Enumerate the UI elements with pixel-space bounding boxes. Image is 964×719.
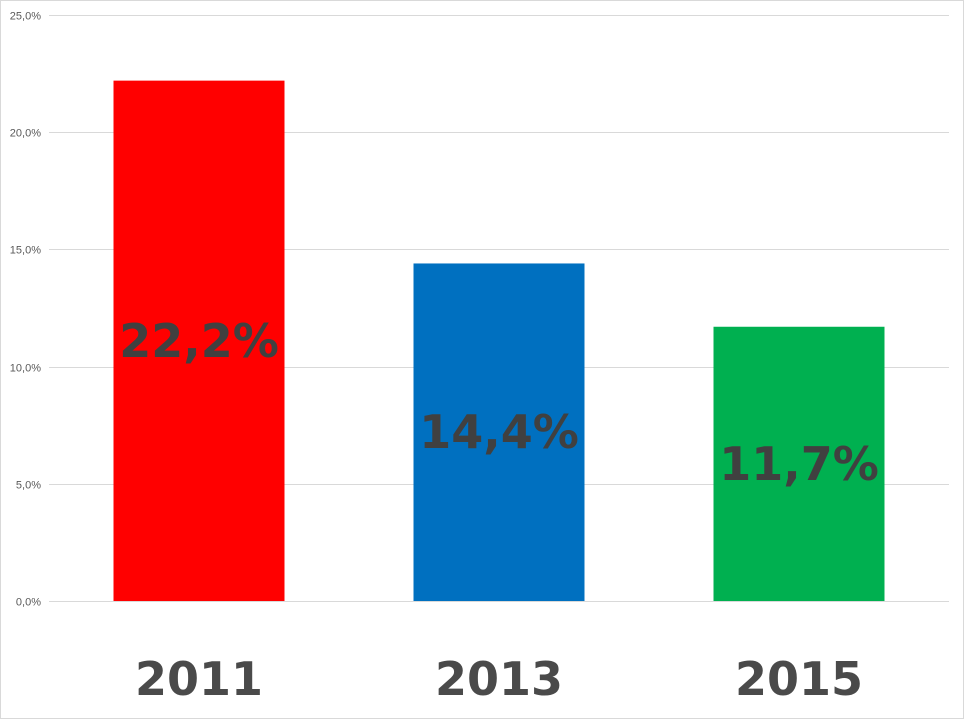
x-category-label-2015: 2015 [735,652,863,706]
y-axis-tick-labels: 0,0% 5,0% 10,0% 15,0% 20,0% 25,0% [10,11,41,609]
y-tick-label: 25,0% [10,11,41,23]
y-tick-label: 5,0% [16,480,41,492]
x-category-label-2013: 2013 [435,652,563,706]
data-label-2011: 22,2% [119,314,279,368]
y-tick-label: 0,0% [16,597,41,609]
y-tick-label: 20,0% [10,128,41,140]
x-axis-category-labels: 2011 2013 2015 [135,652,863,706]
bar-2015 [713,326,885,601]
y-tick-label: 10,0% [10,363,41,375]
data-label-2015: 11,7% [719,437,879,491]
y-tick-label: 15,0% [10,245,41,257]
bars [113,80,885,601]
x-category-label-2011: 2011 [135,652,263,706]
bar-2011 [113,80,285,601]
bar-2013 [413,263,585,601]
data-label-2013: 14,4% [419,405,579,459]
data-labels: 22,2% 14,4% 11,7% [119,314,879,491]
